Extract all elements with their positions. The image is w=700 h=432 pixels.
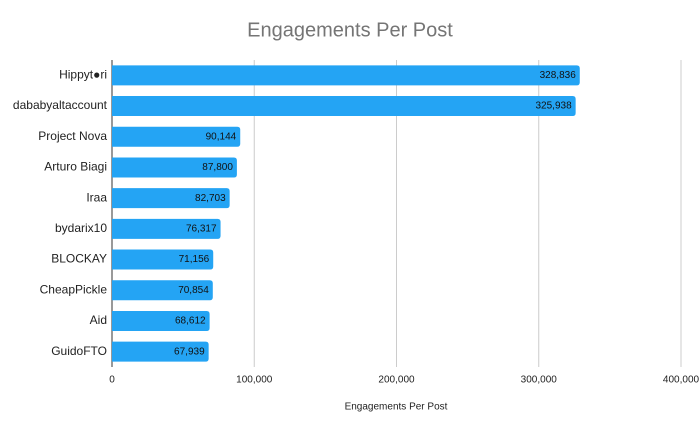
y-tick-label: bydarix10 [55, 221, 107, 235]
value-label: 82,703 [195, 193, 226, 204]
chart-title: Engagements Per Post [247, 19, 453, 41]
value-label: 328,836 [540, 70, 577, 81]
bar [112, 126, 241, 147]
y-tick-label: Hippyt●ri [59, 68, 107, 82]
y-tick-label: CheapPickle [40, 282, 108, 296]
bar [112, 310, 210, 331]
y-tick-label: GuidoFTO [51, 344, 107, 358]
bar [112, 96, 576, 117]
x-tick-label: 100,000 [236, 375, 273, 386]
value-label: 67,939 [174, 346, 205, 357]
y-tick-label: Arturo Biagi [44, 160, 107, 174]
bar [112, 65, 580, 86]
bar [112, 218, 221, 239]
value-label: 87,800 [202, 162, 233, 173]
y-tick-label: BLOCKAY [51, 252, 107, 266]
y-tick-label: Project Nova [38, 129, 107, 143]
x-tick-label: 300,000 [521, 375, 558, 386]
y-tick-label: dababyaltaccount [13, 98, 108, 112]
bar [112, 249, 214, 270]
bar [112, 280, 213, 301]
x-tick-label: 400,000 [663, 375, 700, 386]
x-axis-title: Engagements Per Post [345, 402, 448, 413]
value-label: 71,156 [179, 254, 210, 265]
y-tick-label: Aid [90, 313, 107, 327]
value-label: 68,612 [175, 316, 206, 327]
value-label: 70,854 [178, 285, 209, 296]
value-label: 76,317 [186, 223, 217, 234]
value-label: 90,144 [206, 131, 237, 142]
y-tick-label: Iraa [86, 190, 107, 204]
bar [112, 341, 209, 362]
bar [112, 157, 237, 178]
x-tick-label: 0 [109, 375, 115, 386]
value-label: 325,938 [535, 101, 572, 112]
x-tick-label: 200,000 [378, 375, 415, 386]
bar [112, 188, 230, 209]
